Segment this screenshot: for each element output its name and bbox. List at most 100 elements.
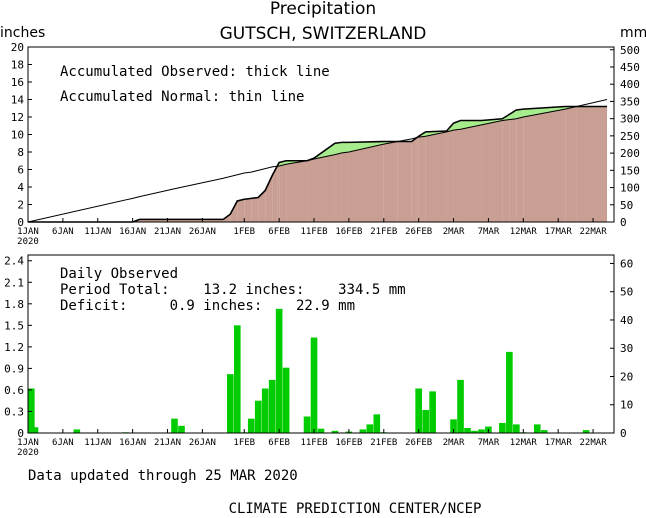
bottom-right-tick-label: 40 [620,314,633,327]
bottom-right-tick-label: 60 [620,257,633,270]
daily-bar [268,379,276,433]
data-updated-label: Data updated through 25 MAR 2020 [28,468,298,484]
daily-bar [233,325,241,433]
daily-bar [282,367,290,433]
top-x-tick-label: 1JAN [17,227,39,237]
bottom-x-tick-label: 2MAR [443,438,465,448]
top-x-tick-label: 26JAN [189,227,216,237]
accumulated-normal-line [27,99,608,223]
bottom-left-tick-label: 0.3 [4,405,24,418]
top-left-tick-label: 6 [17,164,24,177]
bottom-x-tick-label: 12MAR [510,438,538,448]
observed-area-segment [481,120,503,222]
top-x-tick-label: 6JAN [52,227,74,237]
top-x-tick-label: 11JAN [84,227,111,237]
top-right-tick-label: 100 [620,182,640,195]
observed-area-segment [509,118,517,222]
daily-bar [275,308,283,433]
top-left-tick-label: 14 [11,94,25,107]
observed-area-segment [341,152,349,222]
observed-area-segment [460,124,482,222]
top-x-year-label: 2020 [17,237,39,247]
top-right-tick-label: 200 [620,147,640,160]
top-left-tick-label: 10 [11,129,24,142]
daily-bar [310,337,318,433]
observed-area-segment [258,190,266,222]
top-x-tick-label: 12MAR [510,227,538,237]
bottom-left-tick-label: 2.4 [4,255,24,268]
surplus-area-segment [516,109,524,119]
surplus-area-segment [334,142,342,155]
observed-area-segment [237,199,245,222]
top-x-tick-label: 21JAN [154,227,181,237]
surplus-area-segment [460,120,482,130]
observed-area-segment [523,109,566,222]
daily-bar [178,425,185,433]
daily-bar [422,410,429,433]
top-left-tick-label: 16 [11,76,24,89]
top-x-tick-label: 26FEB [405,227,432,237]
top-left-tick-label: 20 [11,41,24,54]
bottom-x-tick-label: 21JAN [154,438,181,448]
top-right-tick-label: 450 [620,61,640,74]
top-x-tick-label: 22MAR [580,227,608,237]
bottom-x-tick-label: 21FEB [370,438,397,448]
bottom-right-tick-label: 10 [620,399,633,412]
chart-title: Precipitation [270,0,376,19]
daily-bar [373,414,381,433]
top-right-tick-label: 0 [620,216,627,229]
bottom-left-tick-label: 0.6 [4,384,24,397]
top-left-tick-label: 8 [17,146,24,159]
bottom-x-tick-label: 6JAN [52,438,74,448]
observed-area-segment [244,198,252,222]
bottom-left-tick-label: 1.5 [4,319,24,332]
top-x-tick-label: 21FEB [370,227,397,237]
bottom-x-tick-label: 26JAN [189,438,216,448]
observed-area-segment [272,166,278,222]
surplus-area-segment [348,141,384,152]
daily-bar [303,416,311,433]
bottom-left-tick-label: 1.2 [4,341,24,354]
daily-panel: 0 0.3 0.6 0.9 1.2 1.5 1.8 2.1 2.4 0 10 20 30 40 50 60 1J… [4,254,633,458]
top-x-tick-label: 16FEB [335,227,362,237]
right-unit-label: mm [620,25,646,41]
period-total-note: Period Total: 13.2 inches: 334.5 mm [60,282,406,298]
observed-area-segment [279,164,287,222]
surplus-area-segment [341,142,349,153]
top-x-tick-label: 11FEB [300,227,327,237]
top-right-tick-label: 350 [620,95,640,108]
bottom-x-tick-label: 11JAN [84,438,111,448]
daily-bar [171,418,178,433]
top-right-tick-label: 250 [620,130,640,143]
observed-area-segment [314,154,335,222]
top-right-tick-label: 300 [620,113,640,126]
observed-area-segment [277,166,280,222]
top-x-tick-label: 6FEB [268,227,290,237]
deficit-note: Deficit: 0.9 inches: 22.9 mm [60,298,355,314]
top-right-tick-label: 400 [620,78,640,91]
top-left-tick-label: 12 [11,111,24,124]
bottom-right-tick-label: 50 [620,286,633,299]
daily-bar [73,429,81,433]
top-right-tick-label: 500 [620,44,640,57]
top-left-tick-label: 0 [17,216,24,229]
observed-area-segment [576,106,608,222]
observed-area-segment [446,130,454,222]
daily-bar [499,422,506,433]
daily-bar [31,427,39,433]
chart-subtitle: GUTSCH, SWITZERLAND [220,24,427,44]
observed-area-segment [230,201,238,222]
top-x-tick-label: 7MAR [478,227,500,237]
daily-bar [331,430,339,433]
daily-bar [533,424,541,433]
observed-area-segment [425,131,447,222]
daily-bar [247,418,255,433]
observed-area-segment [411,137,417,222]
daily-bar [254,400,262,433]
top-x-tick-label: 2MAR [443,227,465,237]
bottom-x-tick-label: 11FEB [300,438,327,448]
daily-bar [317,428,325,433]
bottom-left-tick-label: 2.1 [4,276,24,289]
top-left-tick-label: 2 [17,199,24,212]
